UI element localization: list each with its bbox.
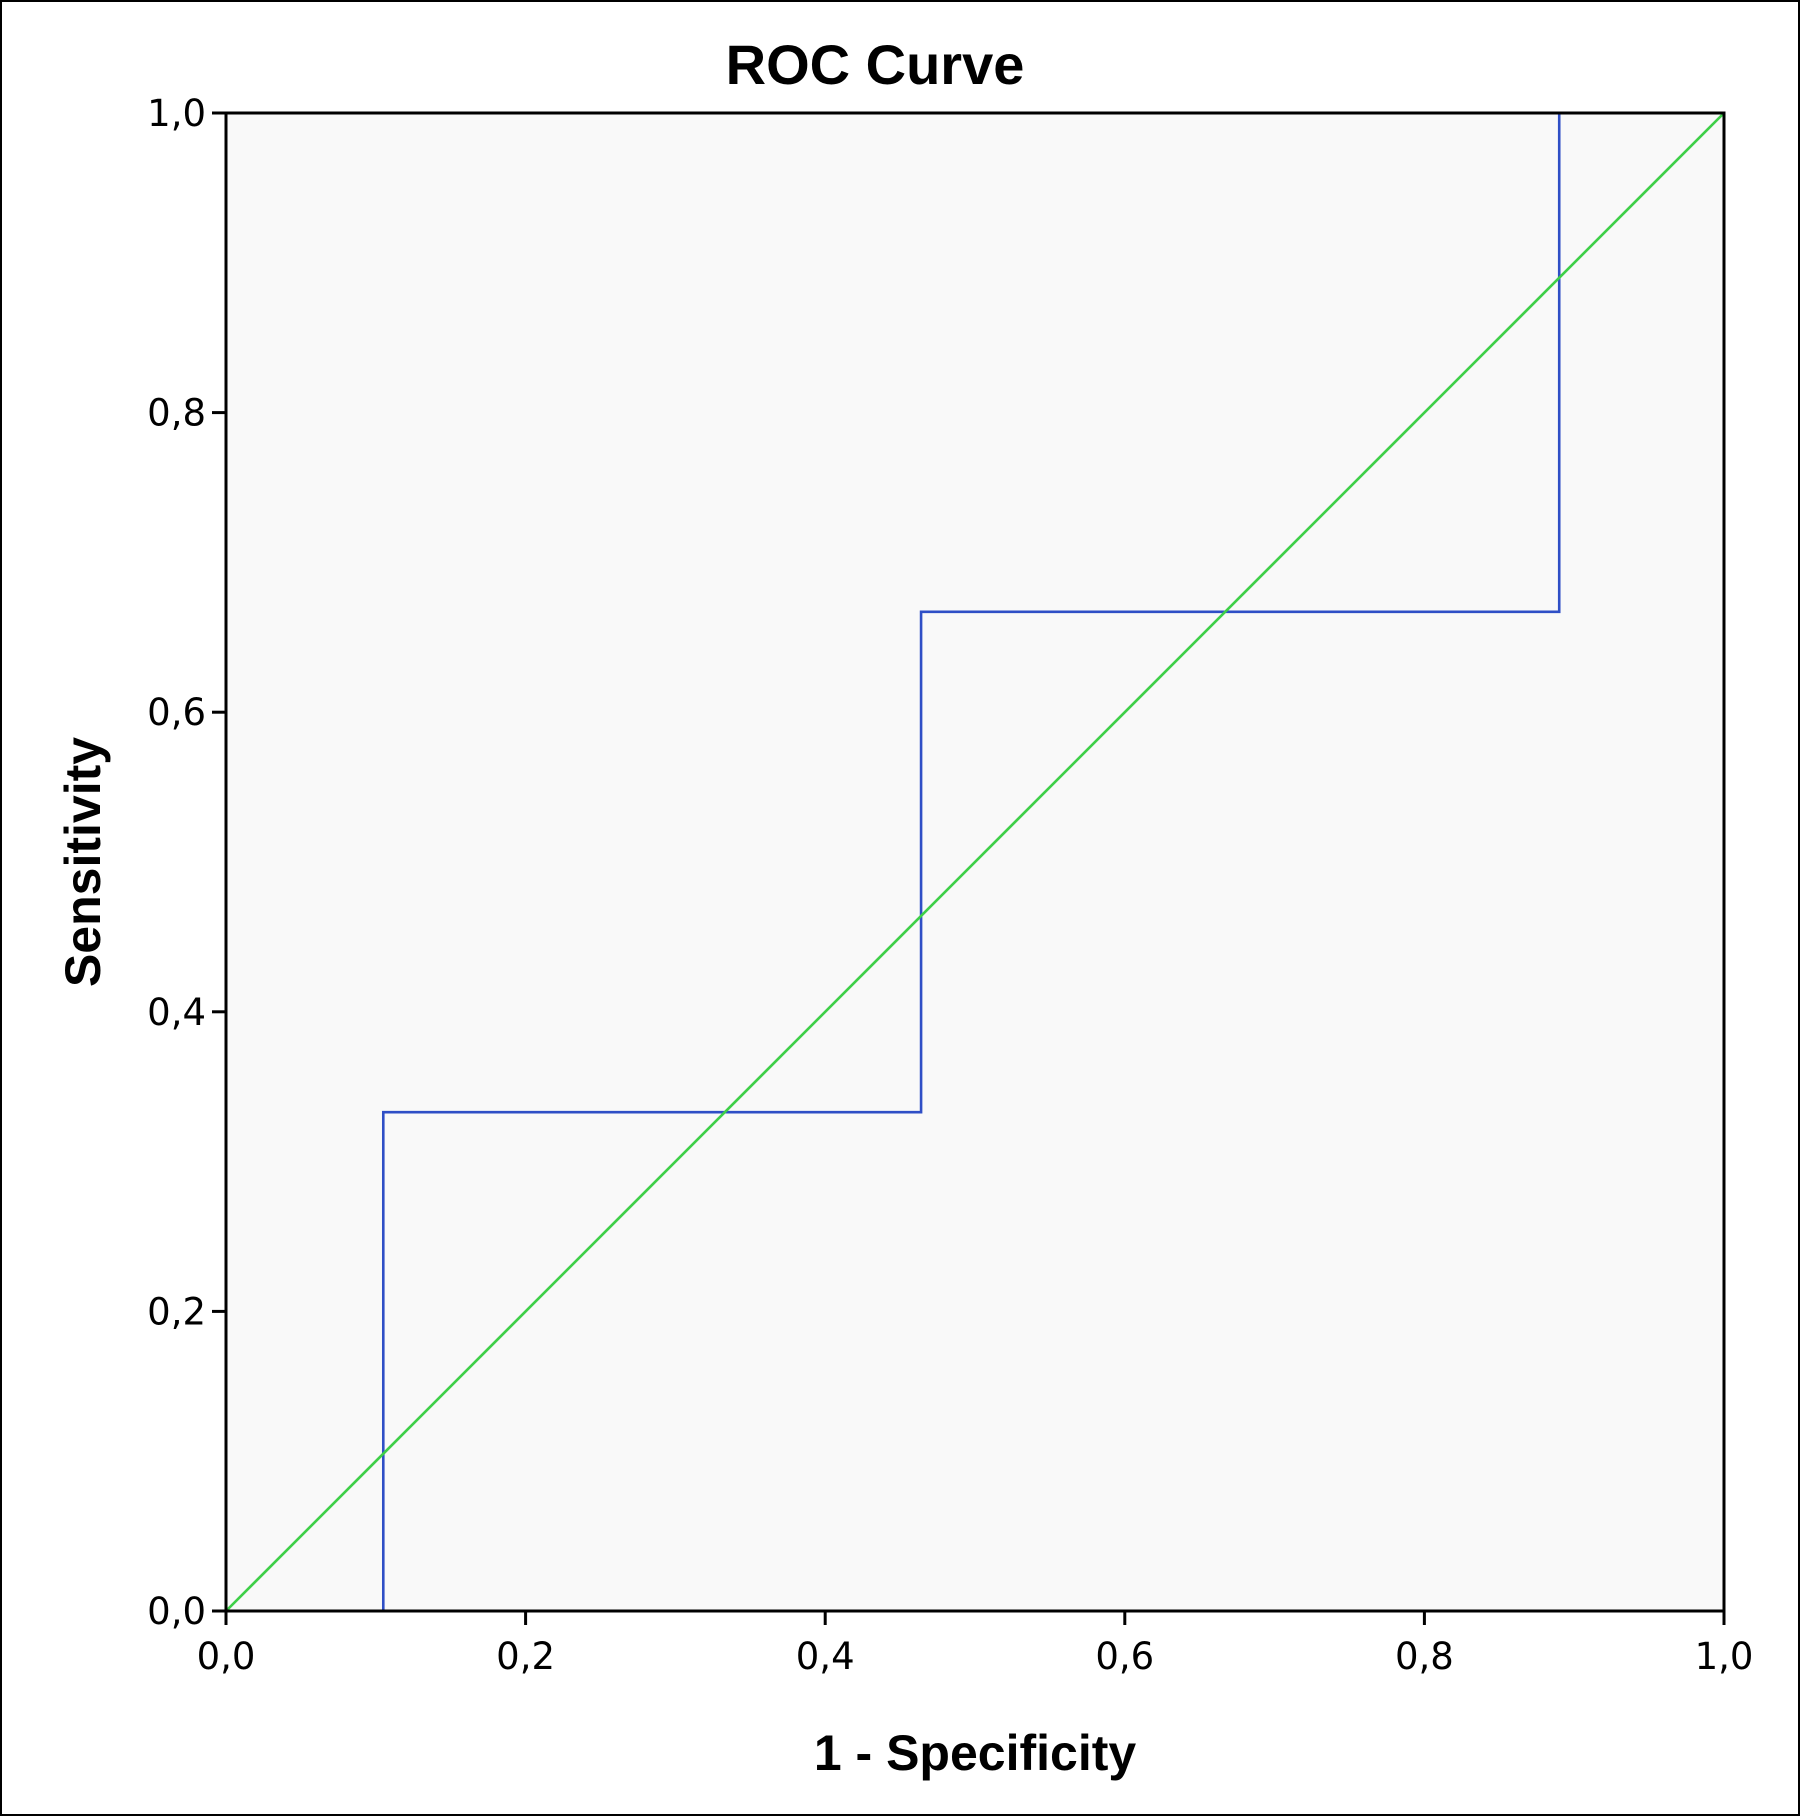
x-tick-label: 0,8 — [1395, 1635, 1454, 1678]
y-tick-label: 0,8 — [147, 392, 206, 435]
y-tick-label: 0,6 — [147, 691, 206, 734]
y-tick-label: 1,0 — [147, 92, 206, 135]
x-tick-label: 0,6 — [1095, 1635, 1154, 1678]
x-axis-label: 1 - Specificity — [814, 1725, 1137, 1781]
y-tick-label: 0,2 — [147, 1290, 206, 1333]
x-tick-label: 0,2 — [496, 1635, 555, 1678]
y-tick-label: 0,0 — [147, 1590, 206, 1633]
y-axis-label: Sensitivity — [55, 737, 111, 987]
reference-diagonal-line — [225, 112, 1725, 1612]
plot-frame — [224, 111, 1726, 1613]
x-tick-label: 0,4 — [796, 1635, 855, 1678]
y-tick-label: 0,4 — [147, 991, 206, 1034]
axis-ticks: 0,00,0 0,2 0,2 0,4 0,4 0,6 0,6 0,8 0,8 1,0 1,0 — [147, 92, 1753, 1678]
chart-title: ROC Curve — [726, 33, 1025, 96]
x-tick-label: 1,0 — [1695, 1635, 1754, 1678]
x-tick-label: 0,0 — [197, 1635, 256, 1678]
